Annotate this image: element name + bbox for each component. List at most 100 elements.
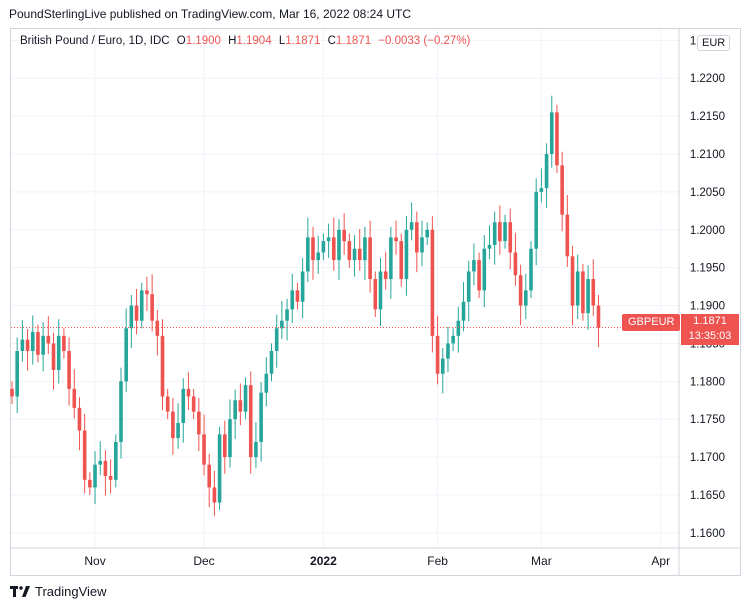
footer-brand[interactable]: TradingView — [10, 584, 107, 599]
close-label: C — [327, 35, 336, 47]
time-tick-label: Dec — [193, 554, 214, 568]
time-axis[interactable]: Nov Dec 2022 Feb Mar Apr — [84, 554, 670, 568]
candle — [316, 235, 321, 274]
candle-body — [228, 419, 232, 458]
price-tick-label: 1.2000 — [690, 225, 725, 237]
candle — [487, 225, 492, 260]
candle — [10, 381, 14, 405]
candle-body — [280, 320, 284, 329]
candle — [430, 216, 435, 353]
candle — [264, 357, 269, 407]
candle-body — [596, 305, 601, 328]
candle-body — [337, 229, 341, 261]
chart-legend: British Pound / Euro, 1D, IDC O1.1900 H1… — [20, 35, 470, 47]
currency-button[interactable]: EUR — [697, 35, 731, 51]
candle — [363, 226, 367, 280]
candle-body — [482, 248, 487, 291]
candle — [20, 319, 25, 362]
candle — [212, 470, 217, 517]
candle-body — [72, 388, 77, 408]
chart-pane[interactable] — [10, 28, 741, 576]
candle-body — [581, 271, 585, 314]
candle-body — [461, 301, 466, 321]
candle-body — [15, 351, 19, 397]
candle — [570, 245, 575, 326]
candle — [217, 426, 222, 511]
candle — [389, 226, 393, 299]
candle — [331, 217, 336, 271]
candle — [596, 294, 601, 348]
candle-body — [508, 222, 513, 253]
candle — [503, 214, 507, 249]
price-tick-label: 1.1700 — [690, 452, 725, 464]
candle — [160, 319, 165, 411]
candle — [482, 235, 487, 308]
price-axis[interactable]: 1.22501.22001.21501.21001.20501.20001.19… — [690, 35, 725, 539]
candle-body — [446, 343, 450, 359]
candle-body — [378, 271, 383, 310]
time-tick-label: Nov — [84, 554, 105, 568]
candle — [285, 298, 289, 341]
candle — [549, 95, 554, 168]
candle-body — [139, 290, 144, 321]
candle-body — [549, 112, 554, 155]
candle — [425, 222, 429, 245]
price-tick-label: 1.1950 — [690, 263, 725, 275]
candle — [555, 104, 559, 173]
price-tick-label: 1.1800 — [690, 376, 725, 388]
candle — [373, 271, 378, 317]
candle-body — [529, 248, 533, 291]
candle — [155, 310, 160, 356]
candle — [435, 316, 440, 385]
candle-body — [513, 252, 518, 276]
candle-body — [534, 191, 538, 249]
candle — [274, 314, 279, 368]
candle — [30, 315, 35, 365]
candle — [25, 329, 30, 371]
candle — [259, 382, 263, 462]
candle-body — [357, 248, 362, 261]
candle — [114, 434, 118, 488]
candle-body — [222, 434, 227, 458]
candle — [202, 414, 206, 476]
candle — [300, 257, 305, 319]
candle — [352, 235, 357, 277]
candle-body — [264, 373, 269, 393]
time-tick-label: Apr — [651, 554, 670, 568]
symbol-title[interactable]: British Pound / Euro, 1D, IDC — [20, 35, 170, 47]
candle-body — [383, 271, 388, 280]
candle-body — [539, 188, 544, 192]
candle — [290, 273, 295, 323]
candle — [150, 274, 154, 332]
candle — [233, 389, 237, 439]
candle — [197, 397, 201, 452]
candle-body — [254, 441, 258, 458]
candle — [46, 316, 51, 355]
bar-countdown: 13:35:03 — [688, 330, 732, 342]
candle-body — [269, 351, 274, 374]
candle — [77, 397, 82, 451]
candle — [513, 232, 518, 286]
candle-body — [77, 407, 82, 431]
last-price-label: 1.1871 13:35:03 — [681, 314, 739, 345]
candle — [560, 151, 564, 232]
candle-body — [404, 229, 409, 280]
time-tick-label: 2022 — [310, 554, 337, 568]
candle — [456, 307, 461, 353]
candle — [222, 420, 227, 474]
open-label: O — [176, 35, 186, 47]
candle — [378, 257, 383, 327]
candle — [41, 322, 45, 372]
price-tick-label: 1.1750 — [690, 414, 725, 426]
candle-body — [373, 279, 378, 310]
candle-body — [316, 252, 321, 261]
candle — [119, 367, 123, 459]
candle — [420, 220, 424, 267]
candle-body — [171, 411, 175, 439]
candle-body — [197, 411, 201, 435]
high-label: H — [228, 35, 237, 47]
candle — [472, 243, 476, 286]
candle-body — [487, 244, 492, 249]
candle — [565, 194, 570, 267]
